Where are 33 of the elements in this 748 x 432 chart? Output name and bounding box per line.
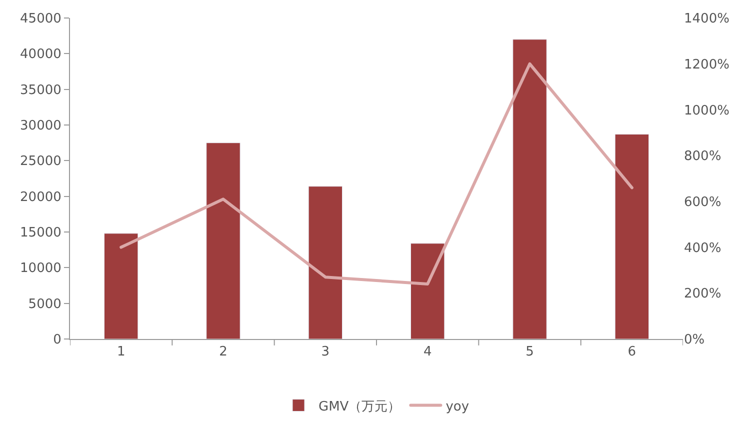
y2-tick-label: 1400% [684, 12, 730, 27]
x-tick-label: 3 [321, 344, 330, 360]
y-tick-label: 35000 [20, 82, 62, 98]
line-series [120, 62, 634, 286]
bar [410, 243, 445, 339]
legend-label: GMV（万元） [318, 399, 401, 414]
bar [308, 186, 343, 339]
y-tick-label: 40000 [20, 47, 62, 62]
y2-tick-label: 1200% [684, 57, 730, 72]
bar [206, 142, 240, 339]
legend-label: yoy [446, 399, 470, 414]
x-tick-label: 5 [526, 344, 534, 360]
bar [512, 39, 547, 339]
y2-tick-label: 400% [684, 240, 722, 256]
y-tick-label: 30000 [20, 118, 62, 134]
y-tick-label: 45000 [20, 12, 62, 27]
x-tick-label: 2 [219, 344, 228, 360]
y2-tick-label: 1000% [684, 103, 730, 118]
y-tick-label: 25000 [20, 154, 62, 170]
y-tick-label: 20000 [20, 190, 62, 205]
y-tick-label: 15000 [20, 226, 62, 241]
y-tick-label: 10000 [20, 261, 62, 276]
y2-tick-label: 800% [684, 149, 722, 164]
bar [104, 233, 138, 339]
y2-tick-label: 600% [684, 194, 722, 210]
x-tick-label: 6 [628, 344, 636, 360]
y2-tick-label: 0% [684, 332, 705, 348]
bar [614, 134, 650, 339]
y-tick-label: 5000 [28, 296, 62, 312]
y-tick-label: 0 [53, 332, 62, 348]
y2-tick-label: 200% [684, 286, 722, 302]
x-tick-label: 1 [116, 344, 126, 360]
x-tick-label: 4 [423, 344, 432, 360]
